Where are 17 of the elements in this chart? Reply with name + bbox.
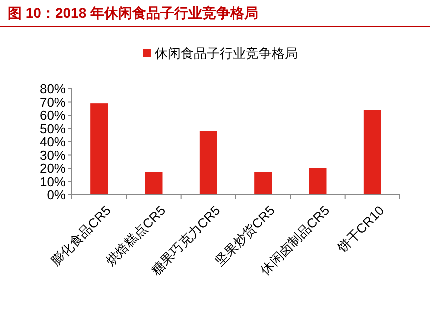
y-tick-label: 50%: [40, 121, 66, 136]
y-tick-label: 20%: [40, 161, 66, 176]
y-tick-label: 40%: [40, 134, 66, 150]
y-tick-label: 0%: [47, 188, 66, 203]
bar: [254, 172, 272, 195]
bar: [309, 168, 327, 195]
bar: [200, 131, 218, 195]
bar: [364, 110, 382, 195]
y-tick-label: 80%: [40, 82, 66, 97]
y-tick-label: 70%: [40, 94, 66, 110]
y-tick-label: 30%: [40, 148, 66, 163]
chart-title: 图 10：2018 年休闲食品子行业竞争格局: [8, 5, 258, 21]
y-tick-label: 60%: [40, 108, 66, 124]
bar: [90, 104, 108, 195]
legend-label: 休闲食品子行业竞争格局: [155, 46, 298, 61]
bar: [145, 172, 163, 195]
y-tick-label: 10%: [40, 174, 66, 190]
